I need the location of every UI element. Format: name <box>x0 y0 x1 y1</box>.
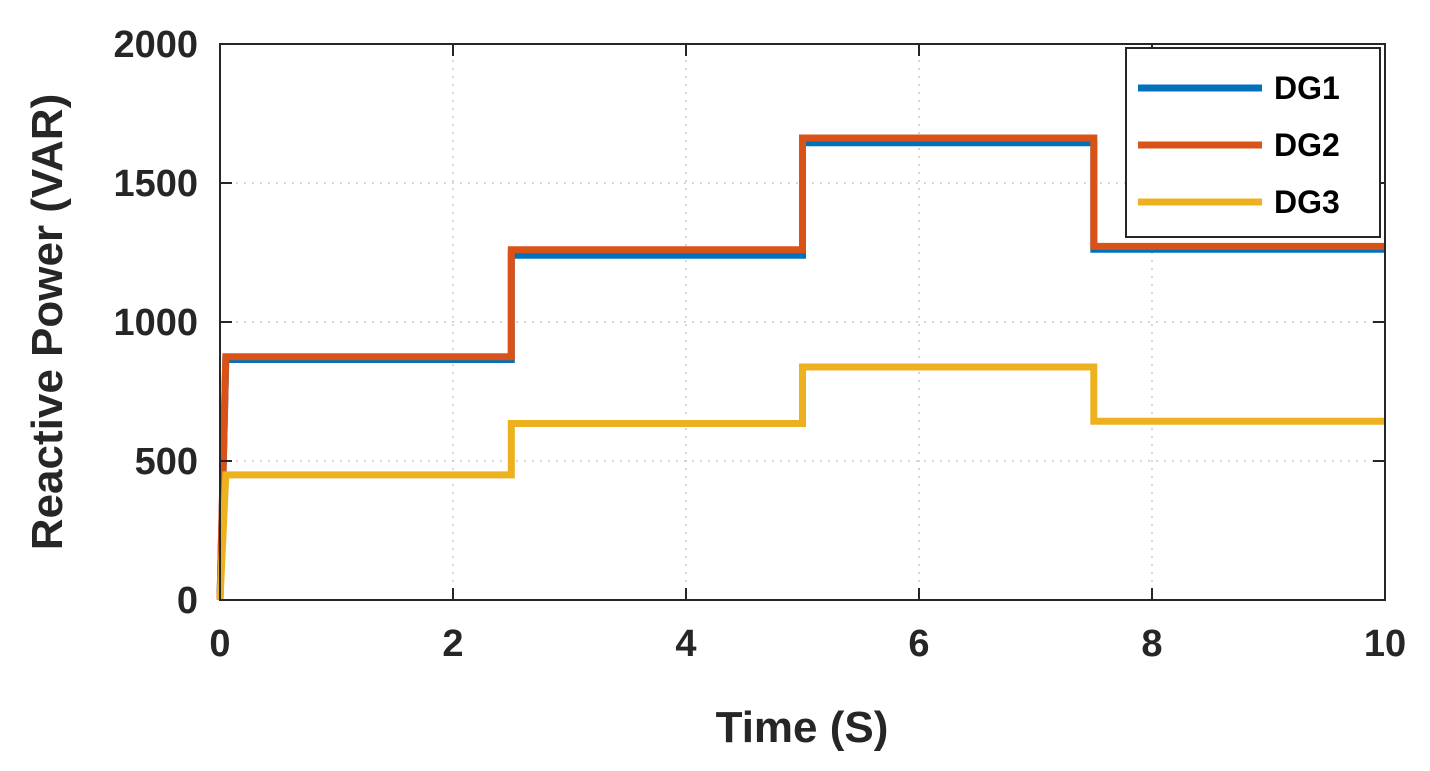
y-tick-label: 0 <box>177 580 198 622</box>
tick-labels: 0 2 4 6 8 10 0 500 1000 1500 2000 <box>113 24 1406 665</box>
series-layer <box>216 134 1385 601</box>
x-tick-label: 4 <box>675 623 696 665</box>
legend: DG1 DG2 DG3 <box>1125 47 1381 238</box>
x-axis-title: Time (S) <box>716 703 889 752</box>
x-tick-label: 10 <box>1364 623 1406 665</box>
series-line-dg2 <box>216 134 1385 601</box>
x-tick-label: 2 <box>442 623 463 665</box>
y-tick-label: 1000 <box>113 302 198 344</box>
series-line-dg3 <box>216 363 1385 601</box>
y-axis-title: Reactive Power (VAR) <box>23 94 72 550</box>
axis-ticks <box>219 43 1386 601</box>
y-tick-label: 1500 <box>113 163 198 205</box>
legend-label-dg1: DG1 <box>1274 70 1340 106</box>
y-tick-label: 2000 <box>113 24 198 66</box>
x-tick-label: 0 <box>209 623 230 665</box>
y-tick-label: 500 <box>135 441 198 483</box>
x-tick-label: 8 <box>1141 623 1162 665</box>
legend-label-dg2: DG2 <box>1274 127 1340 163</box>
x-tick-label: 6 <box>908 623 929 665</box>
legend-label-dg3: DG3 <box>1274 184 1340 220</box>
